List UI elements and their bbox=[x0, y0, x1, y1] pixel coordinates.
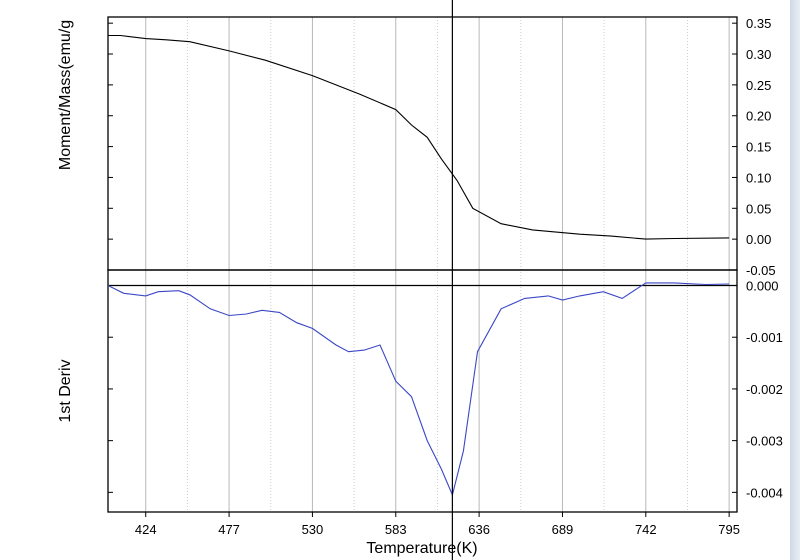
y-tick-label: 0.05 bbox=[746, 201, 771, 216]
y-tick-label: -0.001 bbox=[746, 330, 783, 345]
panel-frame bbox=[107, 16, 738, 271]
x-tick-label: 636 bbox=[468, 522, 490, 537]
y-tick-label: 0.000 bbox=[746, 279, 779, 294]
x-tick-label: 530 bbox=[302, 522, 324, 537]
y-tick-label: 0.30 bbox=[746, 47, 771, 62]
panel-moment: -0.05 0.00 0.05 0.10 0.15 0.20 0.25 0.30 0.35 Mom… bbox=[57, 16, 776, 278]
window-edge bbox=[790, 0, 800, 560]
x-tick-label: 424 bbox=[135, 522, 157, 537]
series-line-deriv bbox=[107, 282, 730, 497]
y-tick-label: -0.002 bbox=[746, 382, 783, 397]
x-tick-label: 583 bbox=[385, 522, 407, 537]
y-tick-label: 0.10 bbox=[746, 170, 771, 185]
x-tick-label: 689 bbox=[552, 522, 574, 537]
y-tick-label: 0.20 bbox=[746, 109, 771, 124]
y-tick-label: 0.35 bbox=[746, 16, 771, 31]
y-tick-label: 0.00 bbox=[746, 232, 771, 247]
x-tick-label: 477 bbox=[218, 522, 240, 537]
x-axis-label: Temperature(K) bbox=[366, 540, 477, 557]
x-tick-label: 742 bbox=[635, 522, 657, 537]
y-tick-label: -0.004 bbox=[746, 485, 783, 500]
x-gridlines bbox=[145, 17, 730, 512]
panel-frame bbox=[107, 269, 738, 513]
y-axis-label: 1st Deriv bbox=[57, 359, 74, 422]
y-tick-label: 0.15 bbox=[746, 140, 771, 155]
y-tick-label: 0.25 bbox=[746, 78, 771, 93]
panel-deriv: 0.000 -0.001 -0.002 -0.003 -0.004 1st Deriv bbox=[57, 269, 783, 513]
y-axis-label: Moment/Mass(emu/g bbox=[57, 20, 74, 170]
series-line-moment bbox=[108, 34, 730, 240]
x-tick-label: 795 bbox=[718, 522, 740, 537]
x-axis: 424 477 530 583 636 689 742 795 Temperature(K) bbox=[135, 512, 740, 557]
y-tick-label: -0.05 bbox=[746, 263, 776, 278]
y-tick-label: -0.003 bbox=[746, 434, 783, 449]
